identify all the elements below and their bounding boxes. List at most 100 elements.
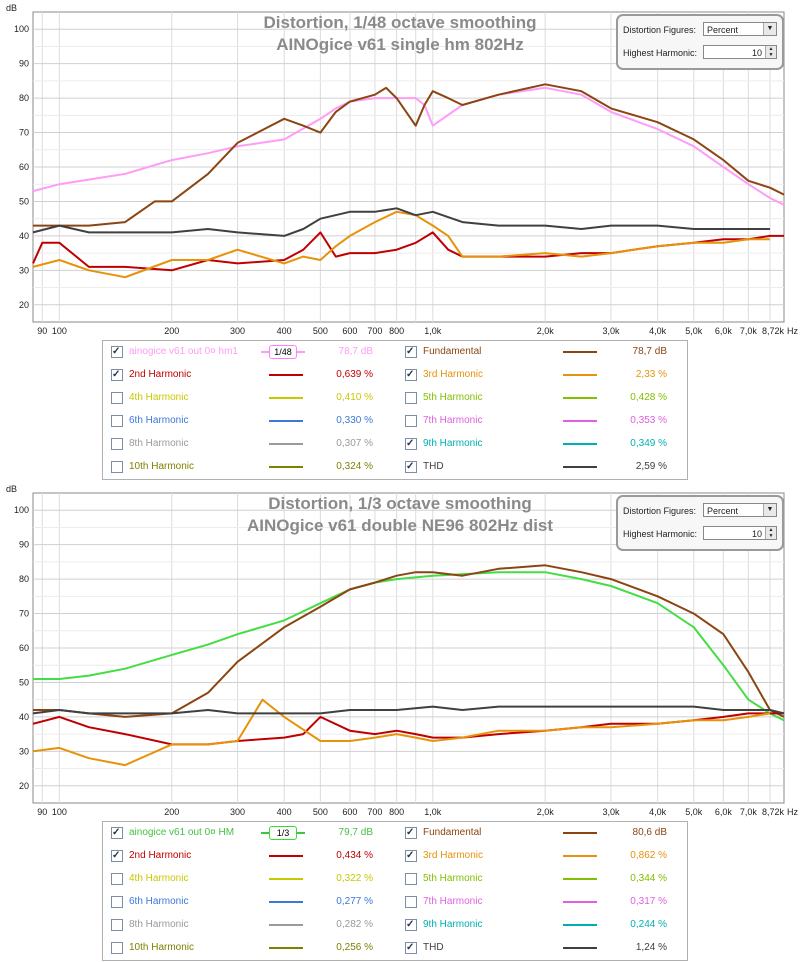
legend-checkbox[interactable] — [405, 896, 417, 908]
legend-swatch — [563, 901, 597, 903]
legend-swatch — [269, 397, 303, 399]
legend-row-fundamental: Fundamental 78,7 dB — [405, 345, 685, 359]
legend-checkbox[interactable] — [111, 415, 123, 427]
legend-series-value: 0,277 % — [336, 896, 373, 907]
legend-row-thd: THD 2,59 % — [405, 460, 685, 474]
x-tick-label: 400 — [277, 326, 292, 336]
series-line-3rd-harmonic — [32, 698, 771, 767]
smoothing-badge[interactable]: 1/3 — [269, 826, 297, 840]
highest-harmonic-label: Highest Harmonic: — [623, 529, 698, 539]
x-tick-label: 5,0k — [685, 807, 703, 817]
legend-row-fundamental: Fundamental 80,6 dB — [405, 826, 685, 840]
legend-series-value: 0,324 % — [336, 461, 373, 472]
legend-swatch — [269, 420, 303, 422]
y-tick-label: 70 — [19, 128, 29, 138]
x-tick-label: 1,0k — [424, 326, 442, 336]
series-line-ainogice-v61-out-0-hm — [33, 571, 785, 722]
legend-checkbox[interactable] — [111, 919, 123, 931]
x-tick-label: 600 — [342, 807, 357, 817]
legend-checkbox[interactable] — [111, 942, 123, 954]
distortion-figures-value: Percent — [707, 25, 739, 35]
legend-checkbox[interactable] — [111, 873, 123, 885]
y-tick-label: 50 — [19, 196, 29, 206]
x-unit-label: Hz — [787, 326, 798, 336]
legend-series-name: 9th Harmonic — [423, 919, 483, 930]
x-tick-label: 800 — [389, 807, 404, 817]
legend-checkbox[interactable] — [405, 826, 417, 840]
x-tick-label: 7,0k — [740, 807, 758, 817]
legend-swatch — [269, 947, 303, 949]
spin-arrows-icon[interactable]: ▲ ▼ — [765, 527, 776, 539]
legend-checkbox[interactable] — [111, 392, 123, 404]
legend-checkbox[interactable] — [111, 896, 123, 908]
series-line-thd — [32, 705, 785, 715]
legend-swatch — [269, 901, 303, 903]
chart-subtitle: AINOgice v61 single hm 802Hz — [276, 35, 524, 54]
legend-checkbox[interactable] — [111, 438, 123, 450]
distortion-figures-select[interactable]: Percent ▼ — [703, 22, 777, 36]
chevron-down-icon[interactable]: ▼ — [763, 504, 776, 516]
legend-swatch — [563, 420, 597, 422]
legend-checkbox[interactable] — [405, 873, 417, 885]
x-unit-label: Hz — [787, 807, 798, 817]
legend-checkbox[interactable] — [405, 392, 417, 404]
legend-series-value: 0,428 % — [630, 392, 667, 403]
legend-series-value: 0,862 % — [630, 850, 667, 861]
legend-series-name: 10th Harmonic — [129, 461, 195, 472]
legend-row-6th-harmonic: 6th Harmonic 0,330 % — [111, 414, 391, 428]
legend-checkbox[interactable] — [405, 918, 417, 932]
legend-series-value: 0,317 % — [630, 896, 667, 907]
legend-swatch — [563, 878, 597, 880]
series-line-ainogice-v61-out-0-hm1 — [32, 86, 785, 206]
legend-series-value: 0,244 % — [630, 919, 667, 930]
y-tick-label: 60 — [19, 643, 29, 653]
legend-swatch — [261, 351, 269, 353]
y-axis-label: dB — [6, 484, 17, 494]
legend-series-value: 0,307 % — [336, 438, 373, 449]
x-tick-label: 700 — [367, 326, 382, 336]
series-line-3rd-harmonic — [32, 210, 770, 279]
y-tick-label: 20 — [19, 300, 29, 310]
legend-checkbox[interactable] — [111, 345, 123, 359]
x-tick-label: 400 — [277, 807, 292, 817]
legend-checkbox[interactable] — [405, 460, 417, 474]
legend-series-name: 8th Harmonic — [129, 919, 189, 930]
legend-swatch — [269, 443, 303, 445]
legend-row-10th-harmonic: 10th Harmonic 0,324 % — [111, 460, 391, 474]
legend-checkbox[interactable] — [405, 437, 417, 451]
x-tick-label: 3,0k — [602, 807, 620, 817]
legend-swatch — [563, 397, 597, 399]
legend-checkbox[interactable] — [111, 461, 123, 473]
legend-checkbox[interactable] — [111, 826, 123, 840]
y-tick-label: 80 — [19, 93, 29, 103]
legend-checkbox[interactable] — [111, 368, 123, 382]
legend-series-value: 0,410 % — [336, 392, 373, 403]
distortion-figures-select[interactable]: Percent ▼ — [703, 503, 777, 517]
highest-harmonic-spinner[interactable]: 10 ▲ ▼ — [703, 45, 777, 59]
smoothing-badge[interactable]: 1/48 — [269, 345, 297, 359]
legend-row-5th-harmonic: 5th Harmonic 0,344 % — [405, 872, 685, 886]
legend-row-6th-harmonic: 6th Harmonic 0,277 % — [111, 895, 391, 909]
legend-series-name: 6th Harmonic — [129, 896, 189, 907]
legend-series-name: Fundamental — [423, 827, 482, 838]
x-tick-label: 100 — [52, 807, 67, 817]
distortion-figures-label: Distortion Figures: — [623, 25, 697, 35]
highest-harmonic-value: 10 — [751, 48, 762, 58]
legend-series-value: 0,639 % — [336, 369, 373, 380]
legend-checkbox[interactable] — [405, 368, 417, 382]
x-tick-label: 3,0k — [602, 326, 620, 336]
legend-checkbox[interactable] — [111, 849, 123, 863]
legend-checkbox[interactable] — [405, 849, 417, 863]
legend-checkbox[interactable] — [405, 415, 417, 427]
x-tick-label: 200 — [164, 807, 179, 817]
legend-checkbox[interactable] — [405, 345, 417, 359]
highest-harmonic-spinner[interactable]: 10 ▲ ▼ — [703, 526, 777, 540]
chevron-down-icon[interactable]: ▼ — [763, 23, 776, 35]
spin-arrows-icon[interactable]: ▲ ▼ — [765, 46, 776, 58]
legend-row-7th-harmonic: 7th Harmonic 0,317 % — [405, 895, 685, 909]
legend-swatch — [563, 443, 597, 445]
legend-series-name: 10th Harmonic — [129, 942, 195, 953]
x-tick-label: 500 — [313, 326, 328, 336]
legend-checkbox[interactable] — [405, 941, 417, 955]
y-tick-label: 90 — [19, 540, 29, 550]
